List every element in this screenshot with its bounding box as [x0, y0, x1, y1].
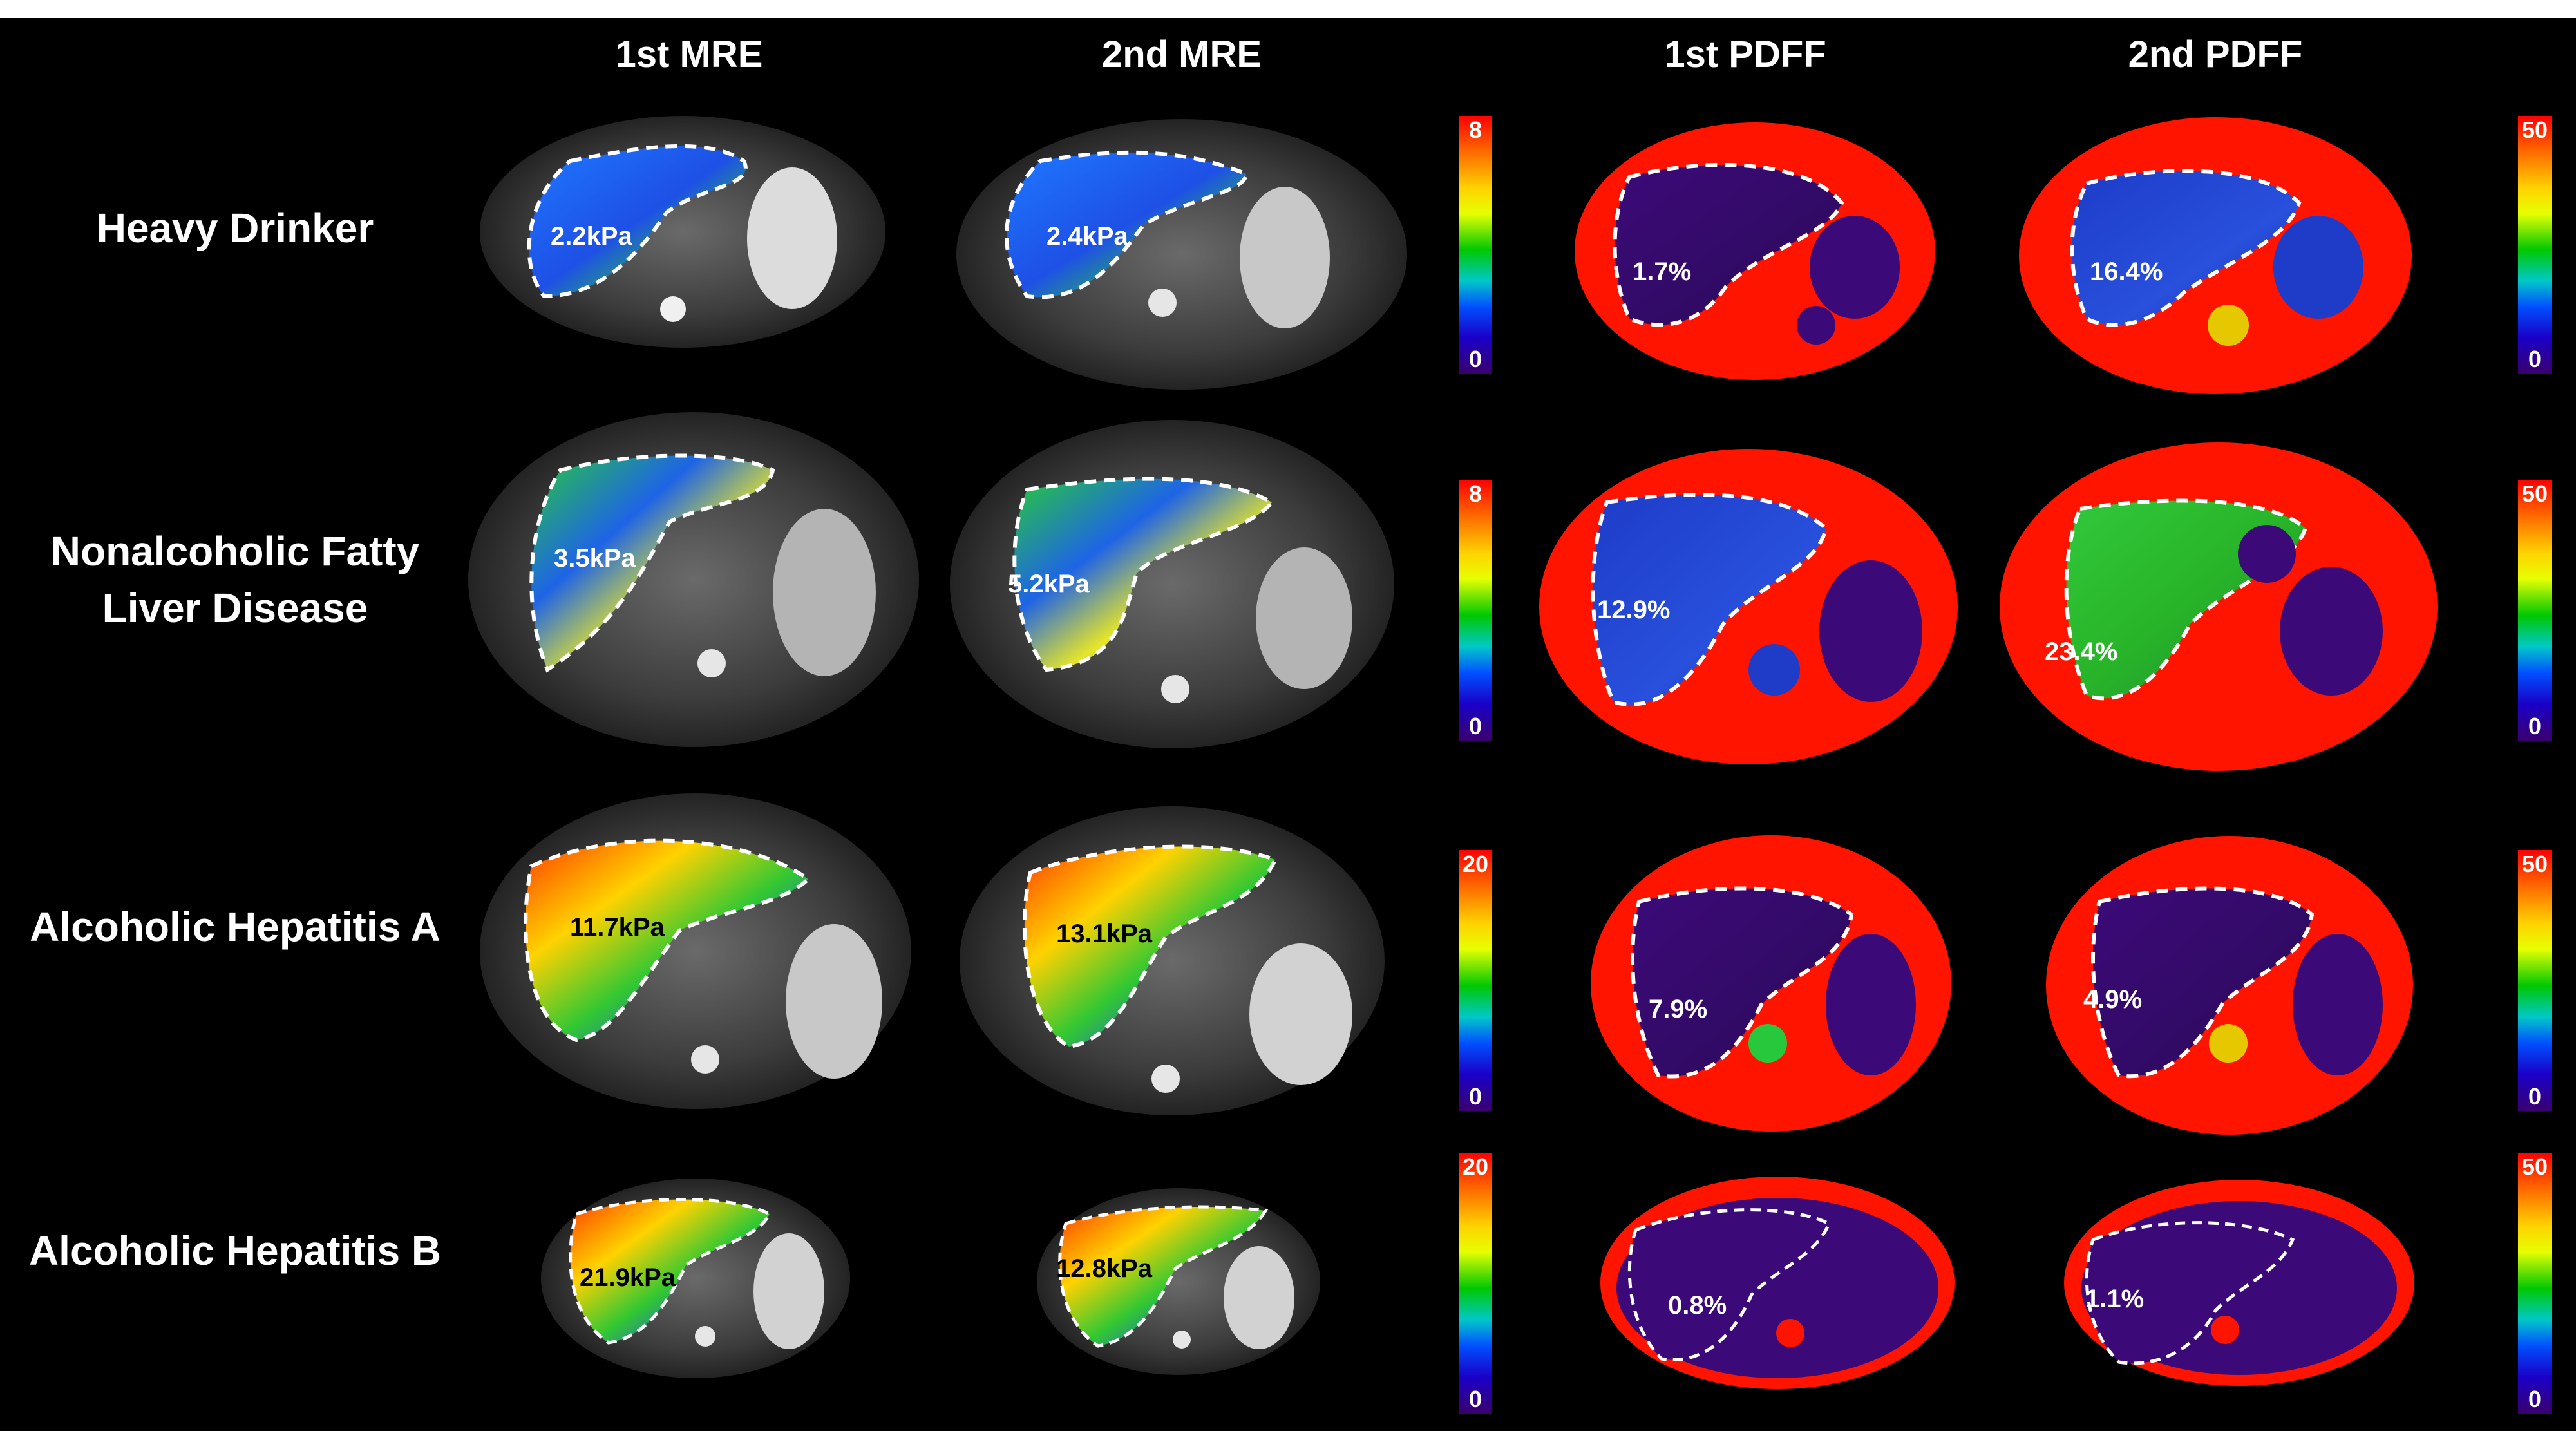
pdff-colorbar-row3: 50 0	[2518, 850, 2552, 1111]
bottom-border	[0, 1431, 2576, 1449]
mre-colorbar-row1: 8 0	[1459, 116, 1492, 374]
mre-colorbar-row3: 20 0	[1459, 850, 1492, 1111]
mre-value-heavy-drinker-1: 2.2kPa	[551, 222, 632, 251]
pdff-value-heavy-drinker-2: 16.4%	[2090, 258, 2163, 286]
mre-value-heavy-drinker-2: 2.4kPa	[1046, 222, 1128, 251]
mre-image-ah-b-1	[538, 1175, 853, 1381]
pdff-image-heavy-drinker-1	[1571, 119, 1938, 383]
mre-value-ah-b-2: 12.8kPa	[1056, 1255, 1153, 1283]
pdff-value-ah-a-2: 4.9%	[2083, 985, 2143, 1014]
mre-value-nafld-2: 5.2kPa	[1008, 570, 1090, 598]
row-label-alcoholic-hepatitis-b: Alcoholic Hepatitis B	[28, 1227, 442, 1274]
mre-image-ah-a-2	[953, 802, 1391, 1121]
row-label-nafld: Nonalcoholic Fatty Liver Disease	[50, 528, 420, 631]
mre-colorbar-row4: 20 0	[1459, 1153, 1492, 1414]
top-border	[0, 0, 2576, 18]
pdff-value-ah-b-2: 1.1%	[2085, 1285, 2145, 1313]
pdff-image-nafld-1	[1536, 444, 1961, 770]
mre-image-heavy-drinker-1	[473, 109, 892, 354]
mre-value-ah-a-2: 13.1kPa	[1056, 920, 1153, 948]
mre-value-ah-a-1: 11.7kPa	[570, 913, 665, 942]
row-label-heavy-drinker: Heavy Drinker	[96, 205, 374, 251]
mre-value-ah-b-1: 21.9kPa	[580, 1264, 676, 1292]
pdff-image-ah-a-1	[1587, 831, 1955, 1137]
mre-image-heavy-drinker-2	[950, 109, 1414, 399]
pdff-value-nafld-1: 12.9%	[1597, 596, 1671, 624]
mre-colorbar-row2: 8 0	[1459, 480, 1492, 741]
pdff-value-nafld-2: 23.4%	[2045, 638, 2118, 666]
pdff-image-ah-a-2	[2041, 831, 2418, 1140]
pdff-image-ah-b-1	[1597, 1172, 1958, 1394]
row-label-alcoholic-hepatitis-a: Alcoholic Hepatitis A	[30, 904, 440, 950]
pdff-value-ah-a-1: 7.9%	[1649, 995, 1708, 1023]
pdff-colorbar-row1: 50 0	[2518, 116, 2552, 374]
pdff-value-ah-b-1: 0.8%	[1668, 1291, 1727, 1320]
pdff-image-heavy-drinker-2	[2016, 113, 2415, 399]
pdff-colorbar-row4: 50 0	[2518, 1153, 2552, 1414]
column-header-1st-pdff: 1st PDFF	[1664, 33, 1826, 75]
pdff-image-nafld-2	[1996, 438, 2441, 776]
pdff-value-heavy-drinker-1: 1.7%	[1633, 258, 1692, 286]
pdff-colorbar-row2: 50 0	[2518, 480, 2552, 741]
column-header-1st-mre: 1st MRE	[615, 33, 763, 75]
mre-image-ah-b-2	[1034, 1185, 1323, 1378]
mre-image-nafld-1	[464, 399, 924, 760]
mre-value-nafld-1: 3.5kPa	[554, 544, 636, 573]
pdff-image-ah-b-2	[2061, 1175, 2418, 1391]
mre-image-ah-a-1	[473, 789, 918, 1114]
column-header-2nd-mre: 2nd MRE	[1101, 33, 1262, 75]
mre-image-nafld-2	[943, 406, 1401, 763]
column-header-2nd-pdff: 2nd PDFF	[2128, 33, 2303, 75]
